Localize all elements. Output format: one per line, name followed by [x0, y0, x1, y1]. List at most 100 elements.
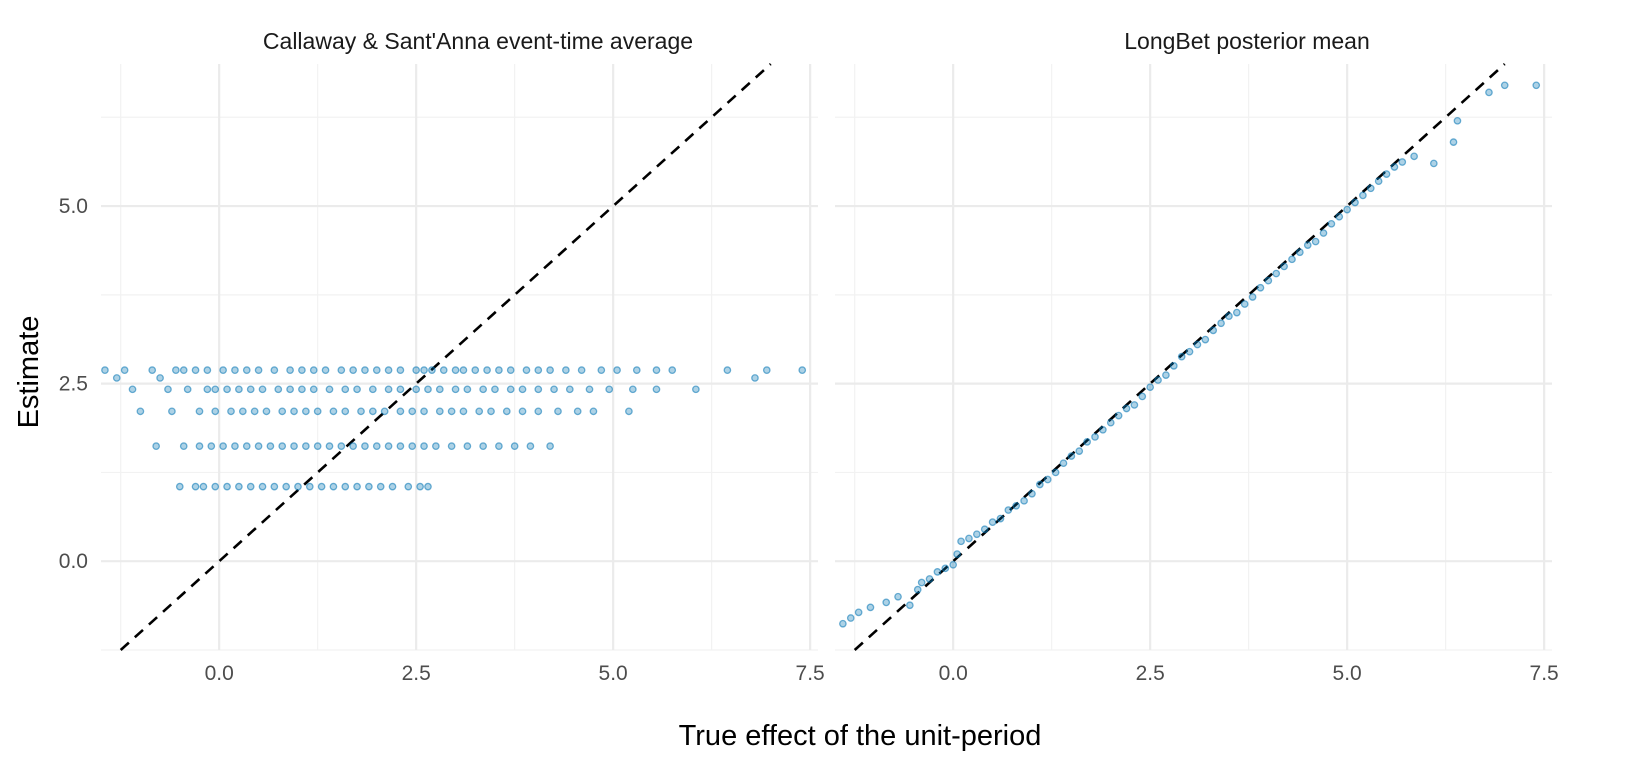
data-point — [953, 550, 961, 558]
data-point — [152, 442, 161, 450]
data-point — [459, 366, 468, 374]
data-point — [965, 534, 973, 543]
data-point — [463, 385, 472, 394]
data-point — [949, 560, 958, 569]
data-point — [1020, 496, 1028, 505]
data-point — [302, 442, 310, 450]
data-point — [353, 385, 361, 394]
data-point — [941, 564, 950, 573]
data-point — [424, 482, 432, 491]
data-point — [510, 442, 519, 450]
data-point — [526, 442, 535, 450]
data-point — [1036, 480, 1044, 489]
data-point — [195, 442, 204, 450]
data-point — [1485, 88, 1493, 97]
data-point — [475, 407, 484, 416]
data-point — [798, 366, 807, 374]
data-point — [439, 366, 448, 374]
data-point — [191, 366, 200, 374]
data-point — [203, 385, 212, 394]
data-point — [420, 407, 428, 416]
data-point — [372, 366, 381, 374]
data-point — [996, 514, 1005, 523]
data-point — [751, 374, 759, 382]
data-point — [341, 385, 350, 394]
data-point — [148, 366, 157, 374]
data-point — [357, 407, 365, 416]
data-point — [723, 366, 732, 374]
data-point — [491, 385, 499, 394]
data-point — [1256, 283, 1265, 292]
data-point — [227, 407, 235, 416]
data-point — [361, 442, 369, 450]
y-tick-label: 2.5 — [59, 373, 88, 396]
data-point — [329, 482, 338, 491]
data-point — [1130, 401, 1139, 409]
data-point — [199, 482, 208, 491]
data-point — [1059, 459, 1068, 468]
data-point — [917, 578, 926, 587]
data-point — [1146, 383, 1155, 392]
reference-line-y-equals-x — [119, 63, 772, 651]
x-axis-title: True effect of the unit-period — [679, 720, 1042, 752]
data-point — [1193, 340, 1202, 349]
data-point — [1449, 138, 1458, 146]
data-point — [420, 366, 428, 374]
data-point — [506, 385, 515, 394]
data-point — [668, 366, 677, 374]
x-tick-label: 2.5 — [1136, 662, 1165, 685]
data-point — [839, 619, 847, 628]
data-point — [384, 385, 393, 394]
data-point — [1500, 81, 1509, 90]
reference-line-layer — [119, 63, 772, 651]
data-point — [242, 442, 251, 450]
data-point — [846, 614, 855, 622]
data-point — [309, 366, 318, 374]
data-point — [112, 374, 121, 382]
data-point — [605, 385, 614, 394]
data-point — [882, 598, 891, 607]
data-point — [238, 407, 247, 416]
data-point — [262, 407, 271, 416]
data-point — [376, 482, 385, 491]
data-point — [577, 366, 586, 374]
data-point — [372, 442, 381, 450]
data-point — [368, 385, 377, 394]
data-point — [250, 407, 259, 416]
data-point — [585, 385, 594, 394]
data-point — [290, 442, 298, 450]
data-point — [231, 442, 239, 450]
data-point — [298, 366, 306, 374]
data-point — [179, 366, 188, 374]
data-point — [337, 442, 346, 450]
data-point — [270, 366, 279, 374]
data-point — [447, 407, 456, 416]
data-point — [341, 482, 350, 491]
data-point — [408, 407, 417, 416]
data-point — [988, 518, 997, 526]
data-point — [396, 407, 405, 416]
data-point — [278, 442, 287, 450]
data-point — [562, 366, 570, 374]
data-point — [235, 385, 243, 394]
data-point — [1303, 241, 1312, 249]
data-point — [518, 385, 527, 394]
data-point — [1083, 438, 1091, 446]
data-point — [1122, 404, 1131, 413]
data-point — [1351, 198, 1359, 207]
data-point — [179, 442, 188, 450]
data-points — [101, 366, 807, 491]
x-tick-label: 0.0 — [939, 662, 968, 685]
data-point — [573, 407, 582, 416]
data-point — [1296, 248, 1304, 257]
data-point — [906, 601, 914, 610]
y-axis-title: Estimate — [13, 316, 45, 429]
data-point — [258, 385, 267, 394]
data-point — [625, 407, 633, 416]
data-point — [447, 442, 456, 450]
data-point — [534, 366, 543, 374]
data-point — [172, 366, 180, 374]
data-point — [502, 407, 511, 416]
data-point — [1004, 506, 1013, 514]
x-tick-labels: 0.0 2.5 5.0 7.5 — [939, 662, 1559, 685]
